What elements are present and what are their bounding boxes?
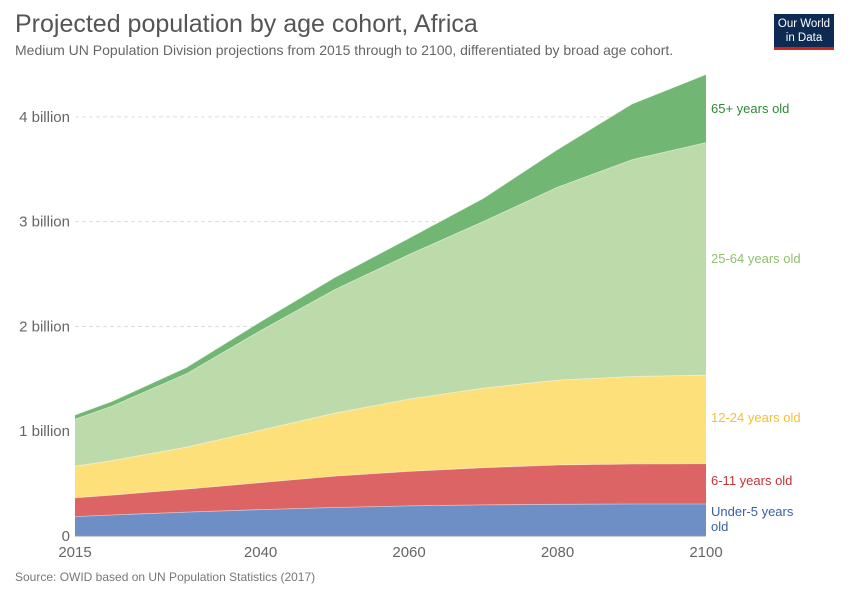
y-tick-label: 3 billion (19, 214, 70, 231)
area-65-years-old (75, 74, 706, 420)
source-note: Source: OWID based on UN Population Stat… (15, 570, 316, 584)
x-tick-label: 2060 (392, 544, 425, 560)
y-tick-label: 0 (62, 528, 70, 545)
series-label-under-5-years-old: Under-5 years old (711, 504, 794, 534)
x-tick-label: 2015 (58, 544, 91, 560)
area-edge-4 (74, 74, 707, 416)
series-label-65-years-old: 65+ years old (711, 101, 789, 116)
area-25-64-years-old (75, 142, 706, 467)
chart-subtitle: Medium UN Population Division projection… (15, 42, 674, 58)
y-tick-label: 1 billion (19, 423, 70, 440)
y-axis: 0 1 billion 2 billion 3 billion 4 billion (19, 109, 70, 545)
area-6-11-years-old (75, 463, 706, 517)
area-series (74, 74, 707, 537)
area-edge-3 (74, 142, 707, 420)
area-under-5-years-old (75, 504, 706, 536)
series-label-12-24-years-old: 12-24 years old (711, 410, 801, 425)
stacked-area-chart: 0 1 billion 2 billion 3 billion 4 billion 20… (19, 74, 801, 560)
x-tick-label: 2040 (244, 544, 277, 560)
series-label-25-64-years-old: 25-64 years old (711, 251, 801, 266)
area-edge-0 (74, 503, 706, 517)
series-labels: Under-5 years old 6-11 years old 12-24 year… (711, 101, 801, 534)
owid-logo[interactable]: Our World in Data (774, 14, 834, 50)
y-tick-label: 2 billion (19, 318, 70, 335)
logo-line-1: Our World (777, 18, 831, 30)
x-tick-label: 2080 (541, 544, 574, 560)
y-tick-label: 4 billion (19, 109, 70, 126)
x-tick-label: 2100 (689, 544, 722, 560)
logo-line-2: in Data (785, 32, 823, 44)
area-edge-2 (74, 374, 707, 467)
area-edge-1 (74, 463, 707, 499)
area-12-24-years-old (75, 375, 706, 498)
chart-title: Projected population by age cohort, Afri… (15, 10, 478, 38)
x-axis: 2015 2040 2060 2080 2100 (58, 544, 722, 560)
series-label-6-11-years-old: 6-11 years old (711, 473, 792, 488)
